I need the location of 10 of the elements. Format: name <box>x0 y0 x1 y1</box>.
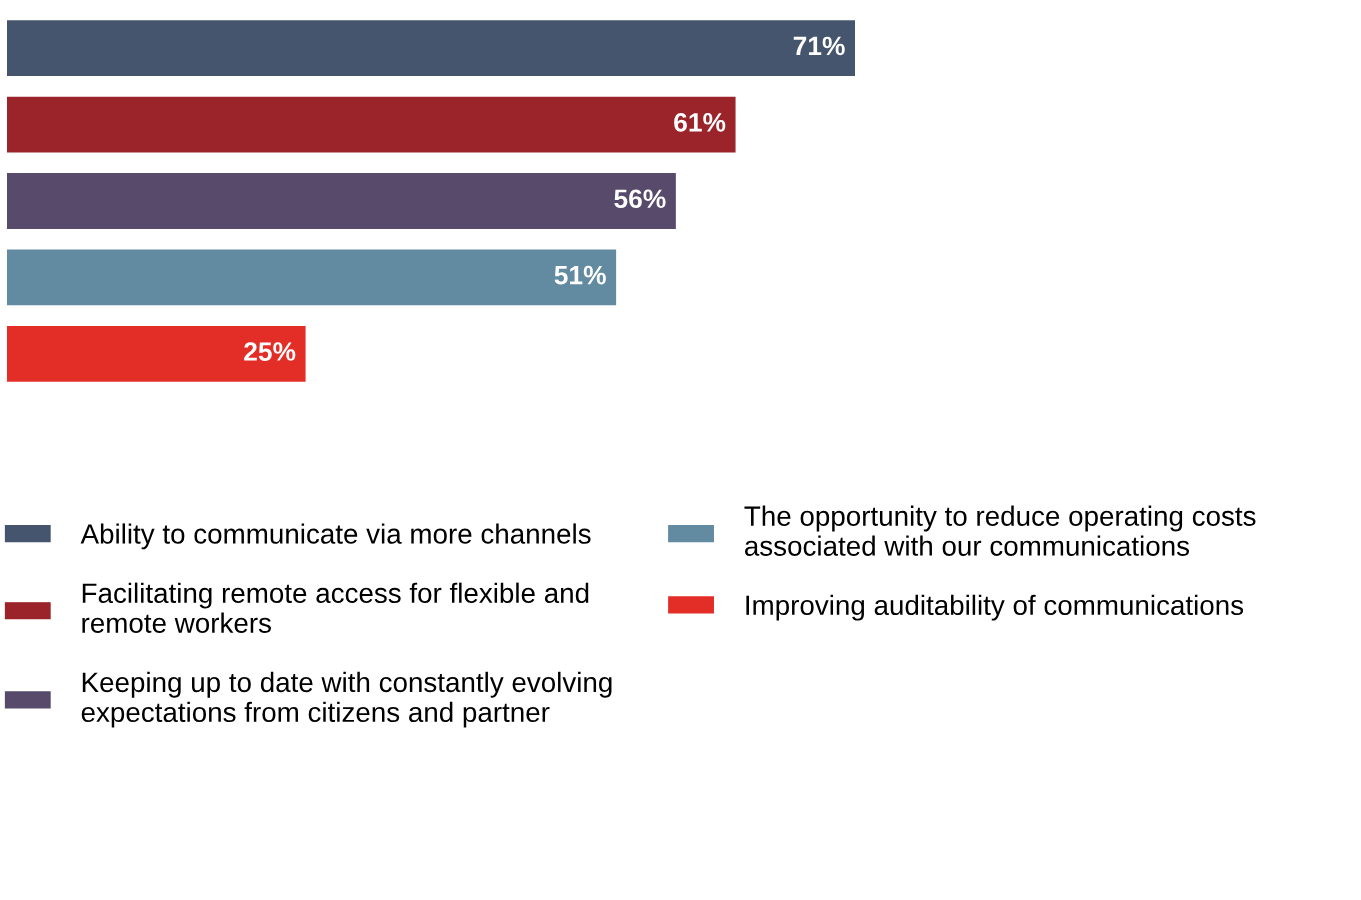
legend-label: Improving auditability of communications <box>746 594 1244 621</box>
legend-label: Ability to communicate via more channels <box>80 523 591 550</box>
data-label: 51% <box>554 265 606 285</box>
data-label: 71% <box>793 36 845 56</box>
data-label: 25% <box>244 342 296 361</box>
legend-label: Keeping up to date with constantly evolving expectations from citizens and partner <box>81 671 612 728</box>
legend-label: Facilitating remote access for flexible and remote workers <box>82 582 589 633</box>
data-label: 61% <box>674 113 726 132</box>
data-label: 56% <box>614 189 666 209</box>
legend-label: The opportunity to reduce operating costs associated with our communications <box>744 505 1256 556</box>
